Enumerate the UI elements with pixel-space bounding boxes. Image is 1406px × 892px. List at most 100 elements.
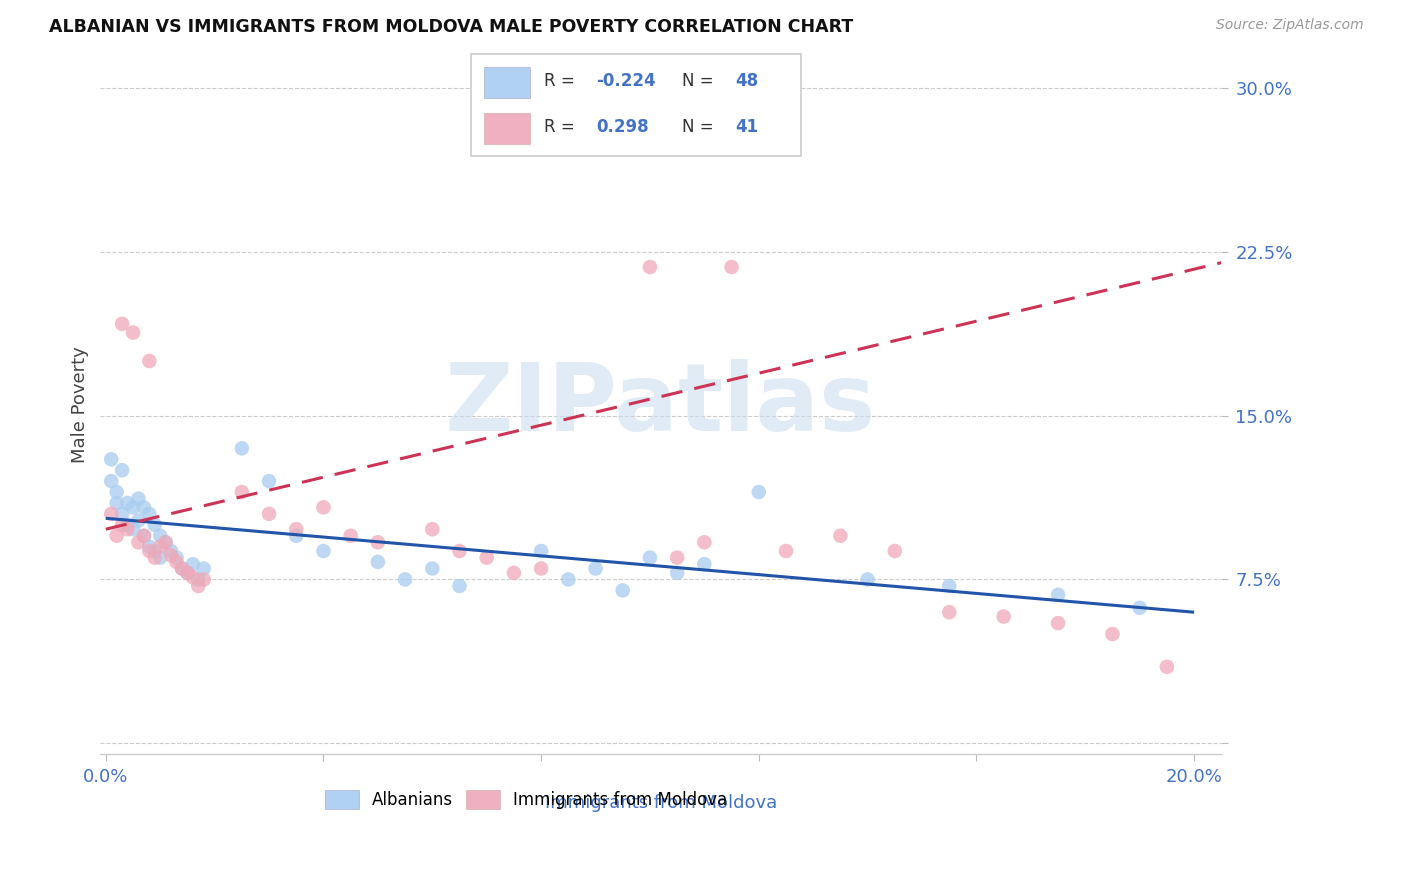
Point <box>394 573 416 587</box>
Bar <box>484 113 530 144</box>
Point <box>449 579 471 593</box>
Point <box>449 544 471 558</box>
Point <box>1156 660 1178 674</box>
Point <box>127 491 149 506</box>
Point <box>830 529 852 543</box>
Point <box>420 522 443 536</box>
Text: R =: R = <box>544 72 579 90</box>
Point <box>138 540 160 554</box>
Text: Source: ZipAtlas.com: Source: ZipAtlas.com <box>1216 18 1364 32</box>
Point <box>257 474 280 488</box>
Text: R =: R = <box>544 119 579 136</box>
Text: N =: N = <box>682 119 720 136</box>
Bar <box>484 67 530 97</box>
Point <box>181 570 204 584</box>
Point <box>160 544 183 558</box>
Point <box>132 500 155 515</box>
Point <box>775 544 797 558</box>
Point <box>693 557 716 571</box>
Y-axis label: Male Poverty: Male Poverty <box>72 346 89 463</box>
Point <box>122 522 145 536</box>
Point <box>111 507 134 521</box>
Text: ZIPatlas: ZIPatlas <box>446 359 876 450</box>
Point <box>638 550 661 565</box>
Point <box>938 605 960 619</box>
Point <box>1129 600 1152 615</box>
Point <box>143 544 166 558</box>
Point <box>612 583 634 598</box>
Point <box>100 452 122 467</box>
Point <box>111 463 134 477</box>
Point <box>883 544 905 558</box>
Point <box>257 507 280 521</box>
Point <box>231 485 253 500</box>
X-axis label: Immigrants from Moldova: Immigrants from Moldova <box>544 795 778 813</box>
Point <box>117 522 139 536</box>
Point <box>100 507 122 521</box>
Point <box>666 566 689 580</box>
Point <box>127 535 149 549</box>
Text: 41: 41 <box>735 119 758 136</box>
Point <box>993 609 1015 624</box>
Point <box>193 573 215 587</box>
Point <box>503 566 526 580</box>
Point <box>176 566 198 580</box>
Point <box>557 573 579 587</box>
Point <box>155 535 177 549</box>
FancyBboxPatch shape <box>471 54 801 156</box>
Point <box>938 579 960 593</box>
Point <box>166 550 188 565</box>
Point <box>475 550 498 565</box>
Point <box>367 555 389 569</box>
Point <box>530 561 553 575</box>
Text: -0.224: -0.224 <box>596 72 657 90</box>
Point <box>720 260 742 274</box>
Point <box>170 561 193 575</box>
Point <box>160 549 183 563</box>
Point <box>149 540 172 554</box>
Point <box>193 561 215 575</box>
Point <box>187 573 209 587</box>
Point <box>1101 627 1123 641</box>
Point <box>132 529 155 543</box>
Point <box>693 535 716 549</box>
Point <box>111 517 134 532</box>
Point <box>170 561 193 575</box>
Point <box>285 522 308 536</box>
Point <box>143 550 166 565</box>
Point <box>127 513 149 527</box>
Point <box>122 500 145 515</box>
Point <box>138 354 160 368</box>
Point <box>105 529 128 543</box>
Point <box>1047 616 1070 631</box>
Point <box>1047 588 1070 602</box>
Point <box>138 544 160 558</box>
Point <box>155 535 177 549</box>
Point <box>166 555 188 569</box>
Point <box>132 529 155 543</box>
Point <box>420 561 443 575</box>
Point <box>143 517 166 532</box>
Point <box>138 507 160 521</box>
Point <box>339 529 361 543</box>
Point <box>117 496 139 510</box>
Point <box>285 529 308 543</box>
Point <box>187 579 209 593</box>
Point <box>312 500 335 515</box>
Point <box>367 535 389 549</box>
Point <box>117 517 139 532</box>
Point <box>856 573 879 587</box>
Point <box>231 442 253 456</box>
Point <box>181 557 204 571</box>
Text: ALBANIAN VS IMMIGRANTS FROM MOLDOVA MALE POVERTY CORRELATION CHART: ALBANIAN VS IMMIGRANTS FROM MOLDOVA MALE… <box>49 18 853 36</box>
Point <box>638 260 661 274</box>
Point <box>122 326 145 340</box>
Point <box>149 550 172 565</box>
Text: 0.298: 0.298 <box>596 119 650 136</box>
Point <box>530 544 553 558</box>
Text: N =: N = <box>682 72 720 90</box>
Point <box>748 485 770 500</box>
Point <box>105 496 128 510</box>
Point <box>100 474 122 488</box>
Point <box>105 485 128 500</box>
